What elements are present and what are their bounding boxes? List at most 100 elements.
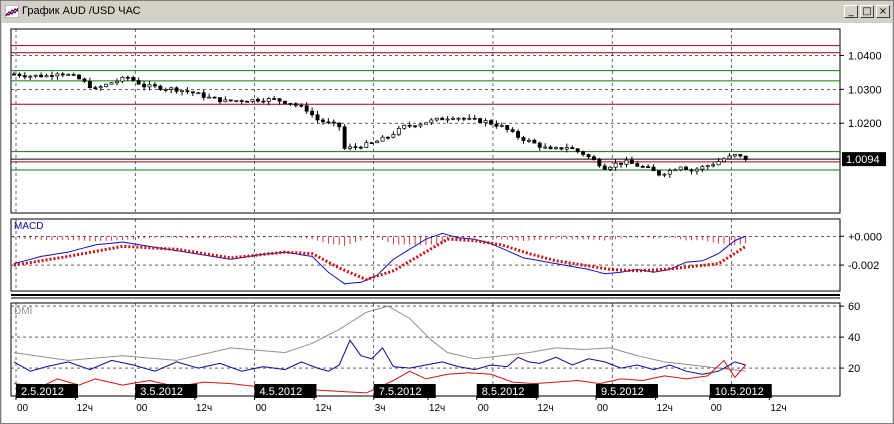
candle-body (429, 119, 434, 124)
dmi-title: DMI (14, 306, 32, 317)
candle-body (667, 170, 672, 175)
candle-body (228, 99, 233, 102)
hour-label: 12ч (77, 403, 93, 414)
title-bar[interactable]: График AUD /USD ЧАС _ □ × (2, 2, 892, 22)
candle-body (288, 103, 293, 105)
candle-body (705, 165, 710, 168)
maximize-button[interactable]: □ (860, 5, 874, 18)
candle-body (310, 110, 315, 116)
chart-area[interactable]: 1.0400 1.0300 1.0200 1.0094 +0.000 -0.002 MACD… (2, 23, 892, 423)
hour-label: 12ч (315, 403, 331, 414)
hour-label: 12ч (196, 403, 212, 414)
candle-body (732, 154, 737, 157)
candle-body (738, 154, 743, 157)
panel-frame-2 (10, 218, 841, 292)
candle-body (22, 75, 27, 78)
date-label-box (16, 384, 78, 398)
candle-body (548, 146, 553, 150)
candle-body (711, 164, 716, 167)
candle-body (342, 126, 347, 149)
hour-label: 12ч (657, 403, 673, 414)
candle-body (700, 166, 705, 170)
candle-body (407, 124, 412, 127)
date-label-box (595, 384, 658, 398)
dmi-line (13, 339, 746, 375)
candle-body (190, 91, 195, 94)
hour-label: 00 (17, 403, 29, 414)
candle-body (602, 165, 607, 170)
candle-body (185, 90, 190, 93)
hour-label: 12ч (537, 403, 553, 414)
chart-svg[interactable]: 1.0400 1.0300 1.0200 1.0094 +0.000 -0.002 MACD… (2, 23, 892, 423)
minimize-button[interactable]: _ (844, 5, 858, 18)
candle-body (499, 125, 504, 127)
hour-label: 3ч (375, 403, 386, 414)
candle-body (331, 121, 336, 124)
close-button[interactable]: × (876, 5, 890, 18)
candle-body (293, 103, 298, 106)
price-tick-label: 1.0300 (848, 84, 882, 96)
macd-line (13, 232, 746, 285)
candle-body (245, 100, 250, 103)
candle-body (423, 122, 428, 125)
candle-body (125, 76, 130, 79)
hour-label: 00 (255, 403, 267, 414)
candle-body (196, 92, 201, 95)
candle-body (581, 151, 586, 155)
candle-body (71, 74, 76, 76)
candle-body (591, 156, 596, 161)
candle-body (98, 86, 103, 89)
candle-body (483, 120, 488, 123)
date-label-box (254, 384, 317, 398)
candle-body (60, 73, 65, 76)
candle-body (689, 169, 694, 172)
candle-body (684, 166, 689, 171)
candle-body (727, 155, 732, 160)
date-label-box (476, 384, 539, 398)
candle-body (353, 146, 358, 149)
candle-body (451, 117, 455, 120)
candle-body (212, 96, 217, 99)
candle-body (17, 73, 22, 77)
candle-body (516, 131, 521, 138)
candle-body (646, 166, 651, 169)
candle-body (55, 73, 60, 77)
hour-label: 12ч (770, 403, 786, 414)
candle-body (158, 85, 163, 90)
candle-body (136, 80, 141, 85)
panel-frame-1 (10, 28, 841, 214)
date-label: 8.5.2012 (482, 386, 525, 398)
candle-body (207, 96, 212, 99)
candle-body (380, 136, 385, 142)
date-label: 10.5.2012 (715, 386, 764, 398)
candle-body (597, 159, 602, 167)
candle-body (694, 168, 699, 172)
candle-body (223, 99, 228, 103)
macd-tick-label: -0.002 (848, 260, 879, 272)
candle-body (348, 146, 352, 149)
candle-body (234, 100, 239, 102)
candle-body (272, 98, 277, 100)
price-tick-label: 1.0400 (848, 50, 882, 62)
candle-body (218, 97, 222, 103)
candle-body (586, 154, 591, 158)
candle-body (131, 77, 136, 81)
candle-body (489, 120, 493, 125)
candle-body (505, 125, 510, 130)
candle-body (44, 75, 49, 78)
candle-body (66, 74, 71, 76)
candle-body (87, 81, 92, 88)
candle-body (570, 147, 575, 150)
candle-body (49, 75, 54, 77)
candle-body (494, 123, 499, 127)
candle-body (28, 75, 33, 78)
candle-body (115, 80, 119, 84)
candle-body (239, 100, 244, 102)
candle-body (543, 146, 548, 149)
candle-body (391, 134, 396, 138)
candle-body (261, 100, 266, 103)
hour-label: 00 (478, 403, 490, 414)
current-price-label: 1.0094 (846, 154, 880, 166)
dmi-tick-label: 40 (848, 332, 860, 344)
candle-body (624, 159, 629, 165)
